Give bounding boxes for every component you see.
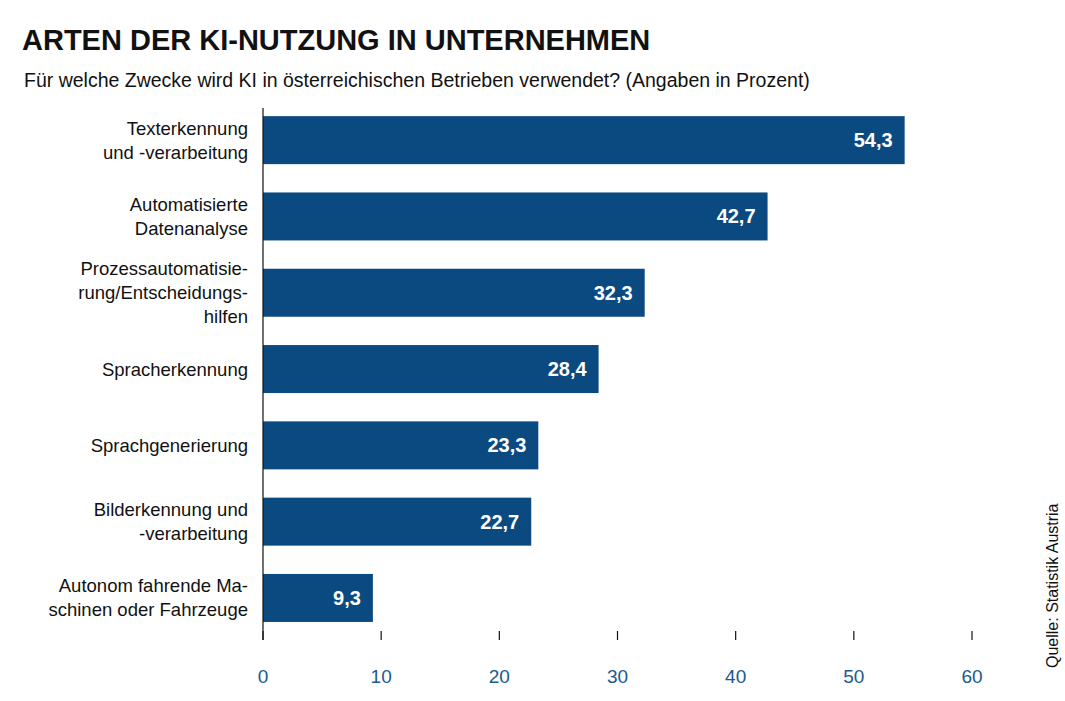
bar	[263, 192, 768, 240]
category-label: Prozessautomatisie-rung/Entscheidungs-hi…	[78, 258, 248, 327]
tick	[853, 631, 854, 640]
tick	[381, 631, 382, 640]
tick	[499, 631, 500, 640]
title: ARTEN DER KI-NUTZUNG IN UNTERNEHMEN	[22, 24, 650, 56]
data-label: 9,3	[333, 587, 361, 609]
tick	[262, 631, 263, 640]
tick-label: 50	[843, 666, 864, 687]
tick-label: 40	[725, 666, 746, 687]
category-label: Texterkennungund -verarbeitung	[103, 118, 248, 163]
bar	[263, 269, 645, 317]
category-label: Autonom fahrende Ma-schinen oder Fahrzeu…	[48, 575, 248, 620]
data-label: 22,7	[480, 511, 519, 533]
axis-line	[262, 108, 263, 640]
subtitle: Für welche Zwecke wird KI in österreichi…	[24, 69, 810, 91]
labels: 54,3 Texterkennungund -verarbeitung 42,7 Au…	[48, 118, 892, 621]
tick-label: 30	[607, 666, 628, 687]
category-label: Sprachgenerierung	[91, 435, 248, 456]
category-label: Bilderkennung und-verarbeitung	[94, 499, 248, 544]
bar	[263, 421, 538, 469]
bar	[263, 345, 599, 393]
bars	[263, 116, 905, 622]
tick	[735, 631, 736, 640]
tick-label: 60	[961, 666, 982, 687]
bar	[263, 574, 373, 622]
chart-svg: ARTEN DER KI-NUTZUNG IN UNTERNEHMEN Für w…	[0, 0, 1065, 701]
category-label: AutomatisierteDatenanalyse	[130, 194, 248, 239]
tick-label: 20	[489, 666, 510, 687]
data-label: 32,3	[594, 282, 633, 304]
tick	[971, 631, 972, 640]
data-label: 23,3	[487, 434, 526, 456]
bar	[263, 498, 531, 546]
data-label: 28,4	[548, 358, 588, 380]
bar	[263, 116, 905, 164]
data-label: 42,7	[717, 205, 756, 227]
tick-label: 10	[371, 666, 392, 687]
category-label: Spracherkennung	[102, 359, 248, 380]
tick	[617, 631, 618, 640]
source: Quelle: Statistik Austria	[1044, 503, 1061, 668]
chart-container: ARTEN DER KI-NUTZUNG IN UNTERNEHMEN Für w…	[0, 0, 1065, 701]
tick-label: 0	[258, 666, 269, 687]
data-label: 54,3	[854, 129, 893, 151]
